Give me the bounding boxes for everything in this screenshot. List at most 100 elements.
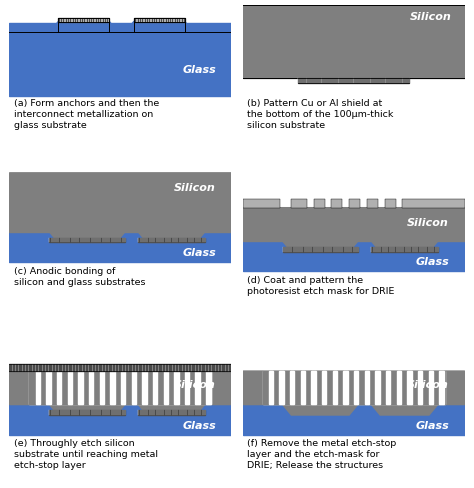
Bar bbox=[439, 371, 444, 405]
Bar bbox=[402, 200, 465, 208]
Bar bbox=[365, 371, 369, 405]
Bar bbox=[343, 371, 348, 405]
Bar bbox=[157, 371, 164, 405]
Text: Glass: Glass bbox=[182, 65, 216, 75]
Bar bbox=[386, 371, 391, 405]
Bar bbox=[49, 410, 125, 415]
Bar bbox=[349, 200, 360, 208]
Polygon shape bbox=[243, 371, 465, 415]
Bar bbox=[316, 371, 322, 405]
Bar bbox=[9, 371, 231, 405]
Bar bbox=[428, 371, 433, 405]
Bar bbox=[200, 371, 206, 405]
Bar bbox=[292, 200, 307, 208]
Bar bbox=[189, 371, 195, 405]
Bar bbox=[371, 247, 438, 252]
Polygon shape bbox=[9, 232, 231, 262]
Bar bbox=[9, 365, 231, 371]
Bar bbox=[51, 371, 57, 405]
Bar bbox=[153, 371, 157, 405]
Bar bbox=[9, 23, 231, 96]
Polygon shape bbox=[243, 405, 465, 435]
Bar bbox=[93, 371, 100, 405]
Bar bbox=[185, 371, 189, 405]
Bar bbox=[138, 410, 205, 415]
Text: (c) Anodic bonding of
silicon and glass substrates: (c) Anodic bonding of silicon and glass … bbox=[14, 267, 146, 287]
Bar bbox=[407, 371, 412, 405]
Text: Glass: Glass bbox=[182, 421, 216, 430]
Bar bbox=[9, 405, 231, 435]
Bar bbox=[301, 371, 305, 405]
Bar bbox=[433, 371, 439, 405]
Bar bbox=[142, 371, 146, 405]
Bar bbox=[444, 371, 445, 405]
Bar bbox=[279, 371, 284, 405]
Bar bbox=[380, 371, 386, 405]
Bar bbox=[243, 200, 280, 208]
Bar bbox=[9, 173, 231, 232]
Bar bbox=[164, 371, 168, 405]
Bar bbox=[401, 371, 407, 405]
Bar bbox=[369, 371, 375, 405]
Bar bbox=[138, 238, 205, 243]
Bar bbox=[125, 371, 132, 405]
Bar bbox=[136, 371, 142, 405]
Bar bbox=[269, 371, 273, 405]
Bar bbox=[354, 371, 358, 405]
Bar bbox=[243, 371, 465, 405]
Bar bbox=[333, 371, 337, 405]
Text: (a) Form anchors and then the
interconnect metallization on
glass substrate: (a) Form anchors and then the interconne… bbox=[14, 99, 159, 130]
Bar bbox=[83, 371, 89, 405]
Bar bbox=[78, 371, 83, 405]
Text: (b) Pattern Cu or Al shield at
the bottom of the 100μm-thick
silicon substrate: (b) Pattern Cu or Al shield at the botto… bbox=[247, 99, 393, 130]
Bar bbox=[40, 371, 46, 405]
Text: Silicon: Silicon bbox=[174, 380, 216, 390]
Text: Silicon: Silicon bbox=[407, 218, 449, 228]
Bar bbox=[195, 371, 200, 405]
Text: Glass: Glass bbox=[182, 248, 216, 258]
Bar bbox=[179, 371, 185, 405]
Bar bbox=[294, 371, 301, 405]
Text: Glass: Glass bbox=[415, 257, 449, 267]
Bar bbox=[290, 371, 294, 405]
Bar bbox=[168, 371, 174, 405]
Bar bbox=[115, 371, 121, 405]
Polygon shape bbox=[9, 173, 231, 243]
Bar bbox=[46, 371, 51, 405]
Bar bbox=[29, 371, 211, 405]
Text: (f) Remove the metal etch-stop
layer and the etch-mask for
DRIE; Release the str: (f) Remove the metal etch-stop layer and… bbox=[247, 439, 396, 470]
Bar bbox=[210, 371, 211, 405]
Polygon shape bbox=[243, 208, 465, 252]
Bar bbox=[311, 371, 316, 405]
Bar bbox=[243, 5, 465, 78]
Bar bbox=[243, 208, 465, 241]
Bar bbox=[89, 371, 93, 405]
Bar bbox=[174, 371, 179, 405]
Bar bbox=[284, 371, 290, 405]
Bar bbox=[375, 371, 380, 405]
Bar bbox=[72, 371, 78, 405]
Bar bbox=[418, 371, 422, 405]
Bar bbox=[322, 371, 327, 405]
Bar bbox=[68, 371, 72, 405]
Bar bbox=[263, 371, 269, 405]
Bar bbox=[358, 371, 365, 405]
Polygon shape bbox=[9, 371, 231, 415]
Bar bbox=[391, 371, 397, 405]
Bar bbox=[298, 78, 409, 83]
Bar bbox=[57, 371, 62, 405]
Bar bbox=[327, 371, 333, 405]
Bar bbox=[110, 371, 115, 405]
Bar bbox=[146, 371, 153, 405]
Bar bbox=[58, 18, 109, 21]
Bar bbox=[29, 371, 36, 405]
Bar bbox=[422, 371, 428, 405]
Bar bbox=[367, 200, 378, 208]
Bar bbox=[305, 371, 311, 405]
Bar bbox=[243, 241, 465, 271]
Bar bbox=[384, 200, 396, 208]
Bar bbox=[314, 200, 325, 208]
Bar bbox=[273, 371, 279, 405]
Bar bbox=[104, 371, 110, 405]
Bar bbox=[397, 371, 401, 405]
